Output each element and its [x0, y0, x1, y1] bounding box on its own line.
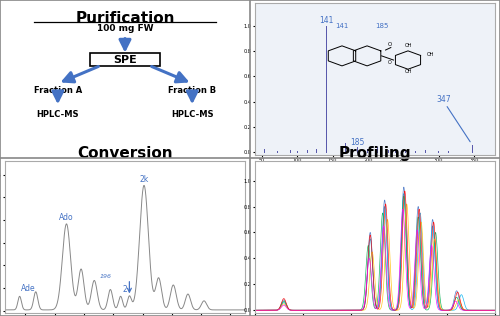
FancyBboxPatch shape [90, 53, 160, 66]
Text: Ade: Ade [21, 284, 35, 293]
Text: 347: 347 [437, 95, 452, 104]
Text: HPLC-MS: HPLC-MS [36, 110, 79, 119]
Text: Fraction A: Fraction A [34, 86, 82, 95]
Text: 196: 196 [100, 274, 112, 279]
Text: Purification: Purification [75, 11, 175, 26]
Text: SPE: SPE [113, 55, 137, 64]
Text: 2k: 2k [140, 174, 148, 184]
Text: 141: 141 [319, 16, 334, 25]
Text: 185: 185 [350, 138, 364, 147]
Text: 100 mg FW: 100 mg FW [97, 24, 153, 33]
Title: Profiling: Profiling [338, 146, 411, 161]
Text: Fraction B: Fraction B [168, 86, 216, 95]
Text: HPLC-MS: HPLC-MS [171, 110, 214, 119]
Text: 2: 2 [122, 285, 128, 294]
Title: Conversion: Conversion [77, 146, 173, 161]
Title: Identification: Identification [318, 0, 432, 3]
Text: Ado: Ado [59, 213, 74, 222]
